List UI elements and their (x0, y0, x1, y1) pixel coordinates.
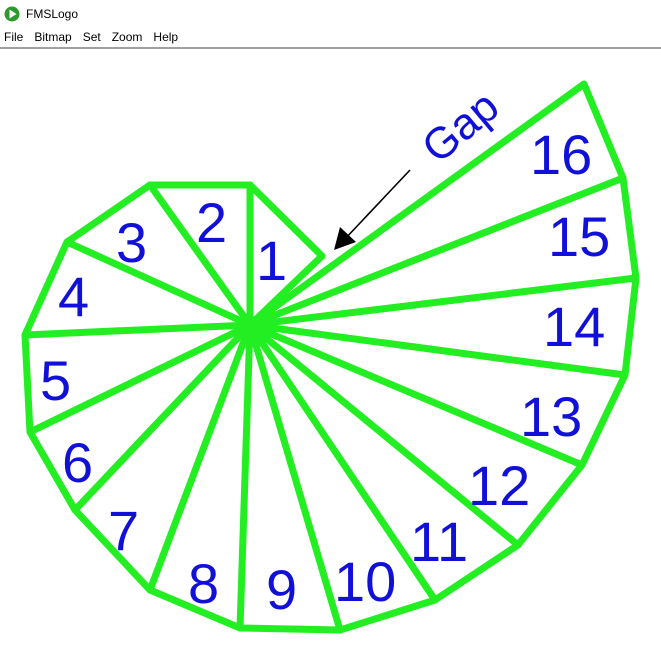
segment-label-16: 16 (530, 123, 592, 186)
spoke (236, 321, 254, 632)
gap-label: Gap (413, 82, 508, 173)
spoke (63, 238, 254, 329)
menu-file[interactable]: File (4, 30, 24, 44)
gap-annotation: Gap (334, 82, 508, 250)
window-title: FMSLogo (26, 7, 79, 21)
segment-label-6: 6 (62, 431, 93, 494)
spiral-drawing: 1 2 3 4 5 6 7 8 9 10 11 12 13 14 15 16 G… (21, 80, 640, 634)
segment-label-2: 2 (196, 191, 227, 254)
menu-bitmap[interactable]: Bitmap (34, 30, 72, 44)
segment-label-4: 4 (58, 265, 89, 328)
spoke (246, 321, 344, 634)
segment-label-12: 12 (468, 454, 530, 517)
menu-bar: File Bitmap Set Zoom Help (0, 28, 661, 49)
spoke (246, 321, 586, 469)
segment-label-13: 13 (520, 385, 582, 448)
menu-set[interactable]: Set (82, 30, 101, 44)
spoke (146, 321, 254, 594)
segment-label-11: 11 (410, 510, 468, 573)
segment-labels: 1 2 3 4 5 6 7 8 9 10 11 12 13 14 15 16 (40, 123, 610, 621)
spoke (21, 321, 254, 339)
segment-label-7: 7 (108, 499, 139, 562)
gap-arrow (343, 169, 411, 241)
title-bar: FMSLogo (0, 0, 661, 28)
spoke (246, 321, 522, 549)
segment-label-1: 1 (256, 229, 287, 292)
spoke (246, 321, 439, 604)
spoke (246, 174, 627, 329)
segment-label-8: 8 (188, 552, 219, 615)
spoke (246, 274, 640, 329)
gap-arrowhead-icon (334, 227, 356, 250)
drawing-canvas[interactable]: 1 2 3 4 5 6 7 8 9 10 11 12 13 14 15 16 G… (0, 50, 661, 660)
fmslogo-play-icon (4, 6, 20, 22)
segment-label-14: 14 (543, 295, 605, 358)
menu-help[interactable]: Help (153, 30, 179, 44)
spoke (146, 181, 254, 329)
spiral-lines (21, 80, 640, 634)
spoke (246, 321, 629, 379)
spoke (246, 252, 326, 329)
segment-label-9: 9 (266, 558, 297, 621)
segment-label-15: 15 (548, 205, 610, 268)
segment-label-3: 3 (116, 211, 147, 274)
spiral-outline (21, 80, 640, 634)
segment-label-5: 5 (40, 349, 71, 412)
menu-zoom[interactable]: Zoom (111, 30, 143, 44)
segment-label-10: 10 (334, 550, 396, 613)
spoke (71, 321, 254, 514)
spoke (26, 321, 254, 436)
